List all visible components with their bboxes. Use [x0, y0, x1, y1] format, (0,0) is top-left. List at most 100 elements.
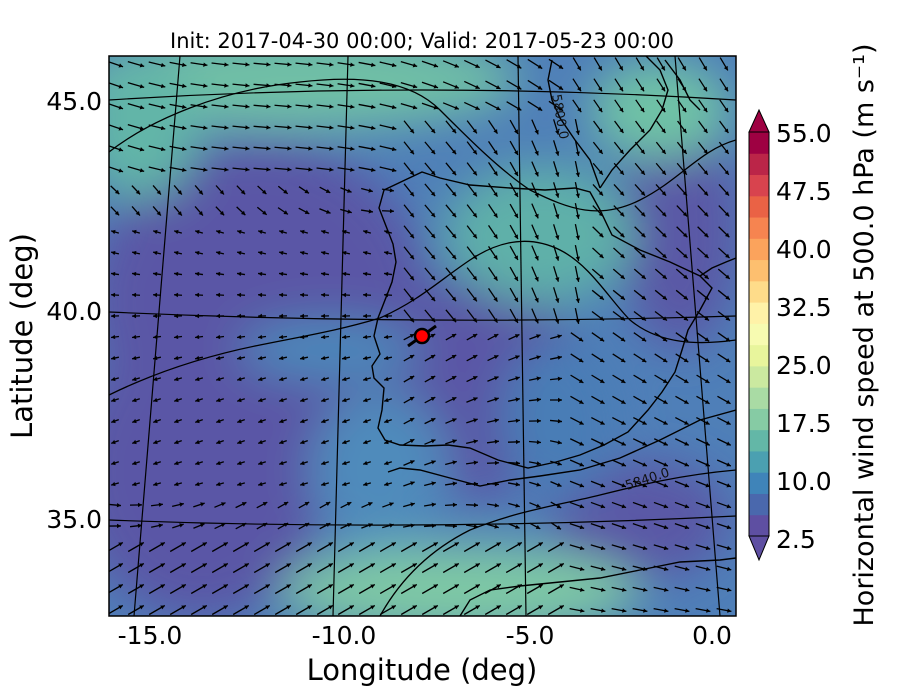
wind-arrow-head	[216, 292, 221, 298]
wind-arrow-head	[431, 460, 436, 465]
wind-arrow-head	[174, 418, 179, 424]
wind-arrow-head	[724, 86, 729, 92]
wind-arrow-head	[619, 191, 625, 196]
wind-arrow-head	[244, 605, 249, 610]
wind-arrow-head	[195, 460, 200, 466]
wind-arrow-head	[139, 105, 145, 110]
wind-arrow-head	[116, 523, 121, 529]
wind-arrow-head	[641, 399, 647, 404]
wind-arrow-head	[182, 104, 187, 110]
wind-arrow-head	[139, 563, 144, 568]
wind-arrow-head	[534, 297, 539, 303]
wind-arrow-head	[684, 441, 689, 446]
wind-arrow-head	[237, 250, 242, 256]
wind-arrow-head	[328, 605, 333, 610]
wind-arrow-head	[363, 313, 368, 319]
wind-arrow-head	[663, 504, 669, 509]
wind-arrow-head	[371, 146, 376, 151]
wind-arrow-head	[494, 503, 499, 508]
wind-arrow-head	[384, 250, 389, 256]
wind-arrow-head	[451, 355, 457, 359]
wind-arrow-head	[111, 334, 116, 340]
wind-arrow-head	[245, 146, 250, 151]
wind-arrow-head	[684, 587, 690, 592]
colorbar-tick: 47.5	[776, 177, 832, 206]
wind-arrow-head	[219, 210, 225, 216]
wind-arrow-head	[494, 418, 499, 423]
wind-arrow-head	[409, 170, 414, 176]
y-tick-label: 45.0	[46, 87, 102, 116]
wind-arrow-head	[258, 481, 263, 487]
wind-arrow-head	[620, 337, 626, 342]
wind-arrow-head	[174, 460, 179, 466]
wind-arrow-head	[534, 234, 539, 240]
wind-arrow-head	[662, 295, 667, 300]
wind-arrow-head	[515, 503, 520, 508]
wind-arrow-head	[661, 107, 666, 113]
wind-arrow-head	[237, 376, 242, 382]
wind-arrow-head	[287, 62, 292, 67]
wind-arrow-head	[642, 441, 647, 446]
colorbar-band	[749, 387, 769, 409]
wind-arrow-head	[452, 439, 457, 444]
wind-arrow-head	[663, 462, 668, 467]
colorbar-band	[749, 365, 769, 388]
wind-arrow-head	[321, 439, 326, 445]
wind-arrow-head	[389, 502, 394, 507]
wind-arrow-head	[493, 171, 498, 176]
wind-arrow-head	[705, 420, 710, 425]
colorbar-band	[749, 153, 769, 176]
wind-arrow-head	[329, 167, 334, 172]
wind-arrow-head	[160, 146, 166, 152]
wind-arrow-head	[662, 399, 668, 404]
wind-arrow-head	[555, 193, 560, 198]
wind-arrow-head	[723, 65, 728, 71]
wind-arrow-head	[515, 418, 520, 423]
wind-arrow-head	[534, 150, 539, 156]
wind-arrow-head	[641, 378, 647, 383]
wind-arrow-head	[472, 275, 477, 281]
wind-arrow-head	[237, 271, 242, 277]
wind-arrow-head	[475, 63, 480, 68]
wind-arrow-head	[321, 313, 326, 319]
wind-arrow-head	[258, 418, 263, 424]
wind-arrow-head	[111, 313, 116, 319]
wind-arrow-head	[409, 460, 415, 465]
wind-arrow-head	[409, 191, 414, 197]
wind-arrow-head	[118, 63, 124, 68]
wind-arrow-head	[363, 229, 368, 235]
wind-arrow-head	[579, 524, 585, 530]
wind-arrow-head	[132, 355, 137, 361]
wind-arrow-head	[203, 146, 208, 151]
wind-arrow-head	[454, 584, 459, 589]
wind-arrow-head	[682, 212, 688, 217]
wind-arrow-head	[177, 190, 182, 195]
wind-arrow-head	[391, 167, 397, 173]
wind-arrow-head	[174, 481, 179, 487]
wind-arrow-head	[684, 545, 690, 551]
wind-arrow-head	[182, 125, 187, 131]
wind-arrow-head	[620, 295, 625, 300]
wind-arrow-head	[300, 271, 305, 277]
wind-arrow-head	[703, 107, 708, 113]
x-tick-label: 0.0	[692, 621, 732, 650]
wind-arrow-head	[181, 542, 186, 547]
wind-arrow-head	[430, 254, 436, 260]
wind-arrow-head	[641, 337, 647, 342]
wind-arrow-head	[158, 502, 163, 507]
wind-arrow-head	[300, 313, 305, 319]
wind-arrow-head	[598, 107, 603, 113]
wind-arrow-head	[363, 376, 368, 382]
wind-arrow-head	[599, 253, 604, 259]
wind-arrow-head	[181, 584, 186, 589]
wind-arrow-head	[557, 461, 562, 466]
wind-arrow-head	[224, 62, 229, 67]
location-marker	[407, 324, 437, 348]
wind-arrow-head	[473, 418, 478, 423]
wind-arrow-head	[517, 563, 522, 568]
wind-arrow-head	[132, 376, 137, 382]
wind-arrow-head	[245, 104, 250, 109]
wind-arrow-head	[494, 376, 499, 381]
wind-arrow-head	[266, 104, 271, 109]
wind-arrow-head	[724, 212, 730, 217]
